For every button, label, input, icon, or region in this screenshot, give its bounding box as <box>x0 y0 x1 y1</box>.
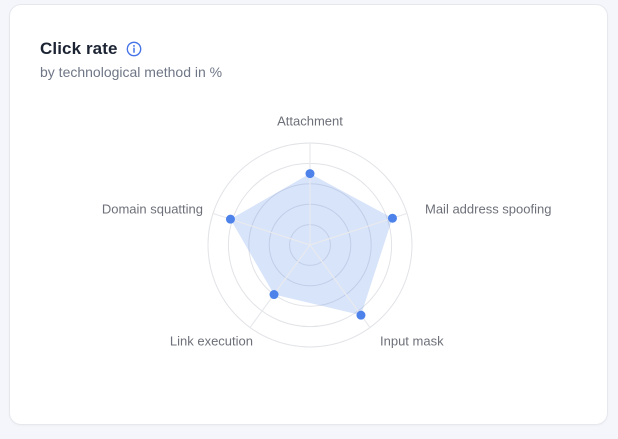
radar-axis-label-link-execution: Link execution <box>170 334 253 349</box>
card-header: Click rate by technological method in % <box>40 39 222 81</box>
chart-title: Click rate <box>40 39 118 58</box>
radar-point-link-execution[interactable] <box>269 290 279 300</box>
radar-point-mail-address-spoofing[interactable] <box>387 213 397 223</box>
radar-point-domain-squatting[interactable] <box>225 214 235 224</box>
radar-point-attachment[interactable] <box>305 169 315 179</box>
info-circle-icon <box>126 41 141 57</box>
chart-subtitle: by technological method in % <box>40 64 223 80</box>
radar-axis-line-link-execution <box>249 244 311 328</box>
radar-axis-label-attachment: Attachment <box>277 114 343 129</box>
click-rate-card: Click rate by technological method in % <box>9 4 608 425</box>
info-icon[interactable] <box>126 41 142 57</box>
title-row: Click rate <box>40 39 222 59</box>
radar-axis-label-mail-address-spoofing: Mail address spoofing <box>425 202 551 217</box>
radar-axis-label-input-mask: Input mask <box>380 334 444 349</box>
radar-axis-label-domain-squatting: Domain squatting <box>102 202 203 217</box>
radar-point-input-mask[interactable] <box>356 310 366 320</box>
